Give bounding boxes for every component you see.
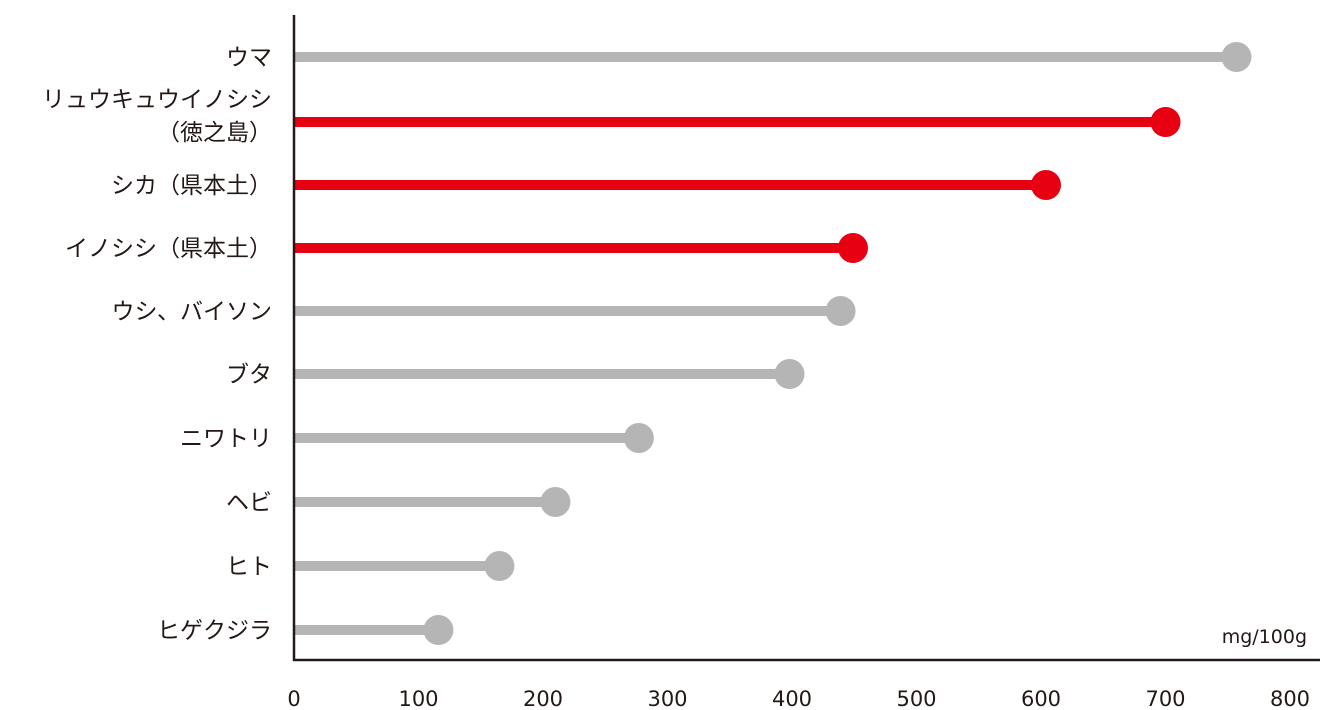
- lollipop-dot: [1150, 107, 1181, 137]
- lollipop-item: ウマ: [226, 42, 1252, 72]
- x-tick-label: 800: [1270, 687, 1310, 710]
- x-tick-label: 400: [772, 687, 812, 710]
- category-label: （徳之島）: [157, 120, 272, 146]
- category-label: シカ（県本土）: [111, 173, 272, 199]
- category-label: ウマ: [226, 45, 272, 71]
- lollipop-dot: [423, 615, 454, 645]
- lollipop-dot: [1221, 42, 1252, 72]
- category-label: ニワトリ: [180, 426, 272, 452]
- lollipop-dot: [825, 296, 856, 326]
- x-tick-label: 100: [398, 687, 438, 710]
- category-label: ヘビ: [226, 490, 272, 516]
- x-tick-label: 600: [1021, 687, 1061, 710]
- x-tick-label: 300: [647, 687, 687, 710]
- lollipop-item: ヒト: [226, 551, 515, 581]
- x-tick-label: 0: [287, 687, 300, 710]
- lollipop-item: シカ（県本土）: [111, 170, 1061, 200]
- lollipop-item: ヒゲクジラ: [157, 615, 454, 645]
- category-label: ウシ、バイソン: [111, 299, 272, 325]
- lollipop-item: ニワトリ: [180, 423, 654, 453]
- category-label: ブタ: [226, 362, 272, 388]
- lollipop-item: イノシシ（県本土）: [65, 233, 869, 263]
- lollipop-dot: [484, 551, 515, 581]
- lollipop-dot: [623, 423, 654, 453]
- lollipop-dot: [838, 233, 869, 263]
- x-tick-label: 500: [896, 687, 936, 710]
- lollipop-item: ウシ、バイソン: [111, 296, 856, 326]
- category-label: ヒゲクジラ: [157, 618, 272, 644]
- lollipop-item: ヘビ: [226, 487, 571, 517]
- unit-label: mg/100g: [1222, 626, 1307, 648]
- category-label: ヒト: [226, 554, 272, 580]
- category-label: リュウキュウイノシシ: [42, 87, 272, 113]
- category-label: イノシシ（県本土）: [65, 236, 272, 262]
- lollipop-dot: [540, 487, 571, 517]
- lollipop-dot: [1030, 170, 1061, 200]
- x-tick-label: 200: [523, 687, 563, 710]
- lollipop-item: リュウキュウイノシシ （徳之島）: [42, 87, 1181, 146]
- lollipop-dot: [774, 359, 805, 389]
- lollipop-item: ブタ: [226, 359, 805, 389]
- x-tick-label: 700: [1145, 687, 1185, 710]
